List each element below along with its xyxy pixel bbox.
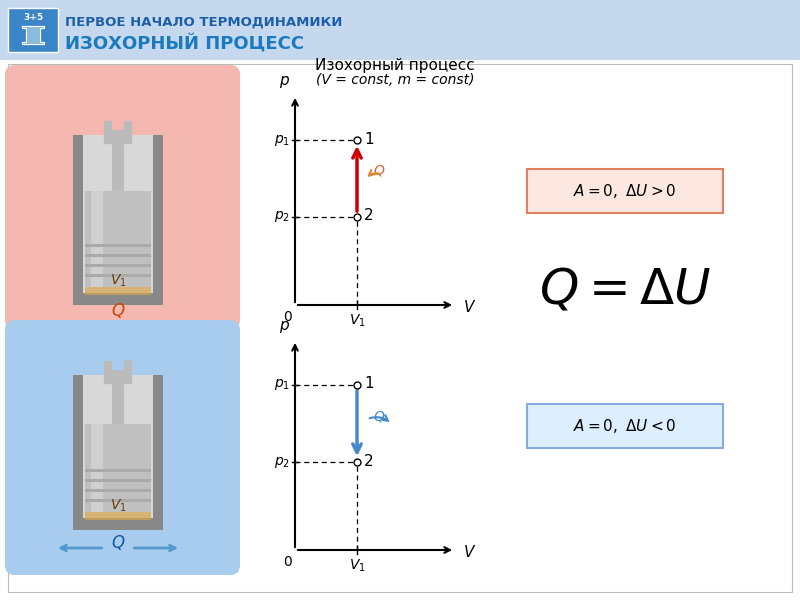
Text: $A = 0,\ \Delta U < 0$: $A = 0,\ \Delta U < 0$: [574, 417, 677, 435]
Text: 0: 0: [282, 555, 291, 569]
Text: ИЗОХОРНЫЙ ПРОЦЕСС: ИЗОХОРНЫЙ ПРОЦЕСС: [65, 34, 304, 52]
Bar: [85, 244, 151, 247]
Text: $V$: $V$: [463, 299, 476, 315]
Bar: [85, 499, 151, 502]
Text: $p$: $p$: [279, 74, 290, 90]
Bar: [85, 191, 151, 287]
Bar: [153, 135, 163, 295]
Text: $Q$: $Q$: [110, 533, 126, 551]
Bar: [112, 370, 124, 424]
Text: $V_1$: $V_1$: [349, 558, 366, 574]
FancyBboxPatch shape: [527, 169, 723, 213]
Bar: [83, 135, 153, 295]
Bar: [85, 489, 151, 492]
Bar: [85, 287, 151, 295]
Bar: [85, 479, 151, 482]
Text: $V_1$: $V_1$: [110, 497, 126, 514]
Text: 0: 0: [282, 310, 291, 324]
Bar: [112, 130, 124, 191]
Bar: [0, 0, 800, 60]
Bar: [73, 293, 163, 305]
FancyBboxPatch shape: [527, 404, 723, 448]
Bar: [85, 274, 151, 277]
Text: $p_1$: $p_1$: [274, 377, 290, 392]
Text: 2: 2: [364, 208, 374, 223]
Text: 1: 1: [364, 377, 374, 391]
Text: 1: 1: [364, 131, 374, 146]
Bar: [91, 191, 103, 287]
Bar: [73, 375, 83, 520]
Text: $V$: $V$: [463, 544, 476, 560]
Text: $Q$: $Q$: [373, 163, 385, 179]
Text: $p_1$: $p_1$: [274, 133, 290, 148]
Bar: [85, 512, 151, 520]
Text: $Q$: $Q$: [110, 301, 126, 320]
Text: 2: 2: [364, 454, 374, 469]
Text: $Q = \Delta U$: $Q = \Delta U$: [538, 265, 711, 315]
Text: $Q$: $Q$: [373, 409, 385, 424]
Bar: [8, 64, 792, 592]
Text: $p$: $p$: [279, 319, 290, 335]
Bar: [85, 254, 151, 257]
Text: $A = 0,\ \Delta U > 0$: $A = 0,\ \Delta U > 0$: [574, 182, 677, 200]
Bar: [85, 469, 151, 472]
FancyBboxPatch shape: [5, 65, 240, 330]
Text: Изохорный процесс: Изохорный процесс: [315, 58, 475, 73]
Bar: [73, 518, 163, 530]
Text: 3+5: 3+5: [23, 13, 43, 22]
Bar: [83, 375, 153, 520]
Text: $p_2$: $p_2$: [274, 209, 290, 224]
FancyBboxPatch shape: [5, 320, 240, 575]
Text: ПЕРВОЕ НАЧАЛО ТЕРМОДИНАМИКИ: ПЕРВОЕ НАЧАЛО ТЕРМОДИНАМИКИ: [65, 16, 342, 28]
Text: $p_2$: $p_2$: [274, 455, 290, 469]
Bar: [85, 424, 151, 512]
Text: $V_1$: $V_1$: [349, 313, 366, 329]
Bar: [91, 424, 103, 512]
Bar: [153, 375, 163, 520]
Ellipse shape: [78, 297, 158, 319]
Bar: [8, 8, 58, 52]
Polygon shape: [22, 26, 44, 44]
Text: (V = const, m = const): (V = const, m = const): [316, 73, 474, 87]
Bar: [85, 264, 151, 267]
Text: $V_1$: $V_1$: [110, 272, 126, 289]
Bar: [73, 135, 83, 295]
